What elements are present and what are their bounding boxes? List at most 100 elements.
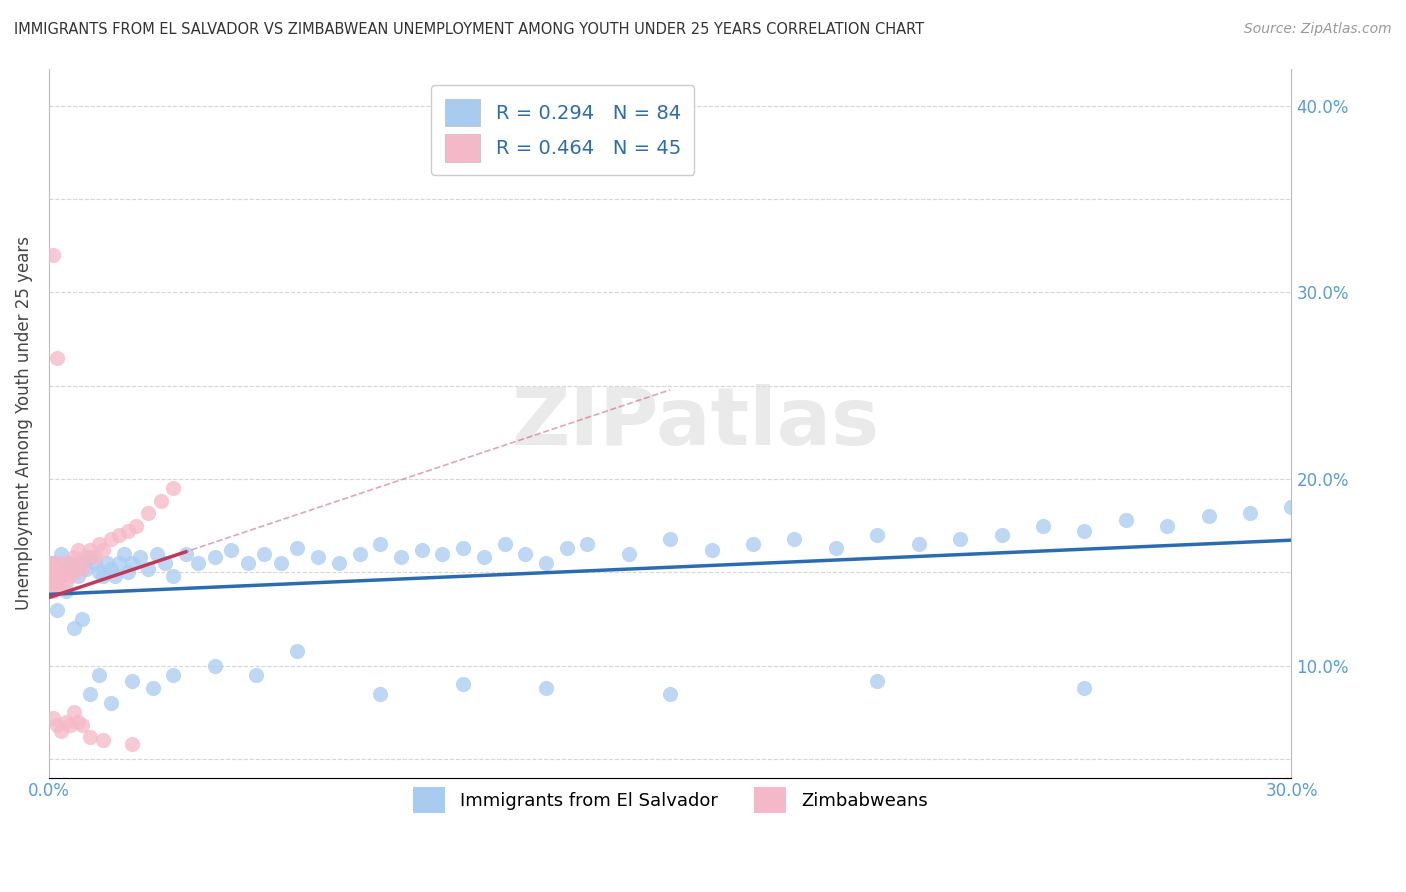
Point [742, 537, 765, 551]
Point [368, 687, 391, 701]
Point [70, 556, 93, 570]
Point [287, 643, 309, 657]
Point [1073, 524, 1095, 539]
Legend: Immigrants from El Salvador, Zimbabweans: Immigrants from El Salvador, Zimbabweans [401, 774, 941, 825]
Point [42, 248, 65, 262]
Point [42, 556, 65, 570]
Point [66, 714, 89, 729]
Point [51, 556, 73, 570]
Point [328, 556, 350, 570]
Point [129, 550, 152, 565]
Point [1032, 518, 1054, 533]
Point [138, 506, 160, 520]
Point [83, 550, 105, 565]
Point [287, 541, 309, 555]
Point [55, 574, 77, 589]
Point [51, 569, 73, 583]
Point [100, 532, 122, 546]
Point [121, 737, 143, 751]
Point [187, 556, 209, 570]
Point [63, 566, 86, 580]
Point [1115, 513, 1137, 527]
Point [46, 602, 69, 616]
Point [307, 550, 329, 565]
Point [46, 580, 69, 594]
Point [236, 556, 259, 570]
Point [66, 543, 89, 558]
Text: IMMIGRANTS FROM EL SALVADOR VS ZIMBABWEAN UNEMPLOYMENT AMONG YOUTH UNDER 25 YEAR: IMMIGRANTS FROM EL SALVADOR VS ZIMBABWEA… [14, 22, 924, 37]
Point [534, 681, 557, 695]
Point [174, 547, 197, 561]
Point [576, 537, 599, 551]
Point [451, 677, 474, 691]
Point [38, 569, 60, 583]
Point [162, 481, 184, 495]
Point [91, 733, 114, 747]
Point [63, 550, 86, 565]
Point [700, 543, 723, 558]
Point [108, 556, 131, 570]
Point [46, 718, 69, 732]
Point [87, 537, 110, 551]
Point [117, 524, 139, 539]
Point [46, 566, 69, 580]
Point [51, 561, 73, 575]
Point [907, 537, 929, 551]
Point [783, 532, 806, 546]
Point [162, 569, 184, 583]
Point [659, 532, 682, 546]
Point [534, 556, 557, 570]
Point [866, 528, 889, 542]
Point [46, 574, 69, 589]
Point [204, 658, 226, 673]
Point [55, 584, 77, 599]
Point [949, 532, 972, 546]
Point [432, 547, 454, 561]
Point [494, 537, 516, 551]
Point [451, 541, 474, 555]
Point [38, 556, 60, 570]
Point [117, 566, 139, 580]
Point [253, 547, 276, 561]
Point [1281, 500, 1303, 514]
Point [411, 543, 433, 558]
Point [1073, 681, 1095, 695]
Y-axis label: Unemployment Among Youth under 25 years: Unemployment Among Youth under 25 years [15, 236, 32, 610]
Point [63, 705, 86, 719]
Point [121, 673, 143, 688]
Point [51, 547, 73, 561]
Point [55, 561, 77, 575]
Point [141, 681, 163, 695]
Point [108, 528, 131, 542]
Point [87, 668, 110, 682]
Point [245, 668, 267, 682]
Point [59, 556, 82, 570]
Point [472, 550, 495, 565]
Point [66, 569, 89, 583]
Point [42, 556, 65, 570]
Point [555, 541, 578, 555]
Point [42, 584, 65, 599]
Point [63, 621, 86, 635]
Point [204, 550, 226, 565]
Point [349, 547, 371, 561]
Point [389, 550, 412, 565]
Point [46, 351, 69, 365]
Point [59, 569, 82, 583]
Point [55, 566, 77, 580]
Point [866, 673, 889, 688]
Point [66, 556, 89, 570]
Point [51, 723, 73, 738]
Point [46, 566, 69, 580]
Point [990, 528, 1012, 542]
Point [100, 561, 122, 575]
Point [270, 556, 292, 570]
Point [79, 543, 101, 558]
Point [368, 537, 391, 551]
Point [79, 687, 101, 701]
Point [149, 494, 172, 508]
Point [104, 569, 127, 583]
Point [59, 718, 82, 732]
Point [145, 547, 167, 561]
Point [659, 687, 682, 701]
